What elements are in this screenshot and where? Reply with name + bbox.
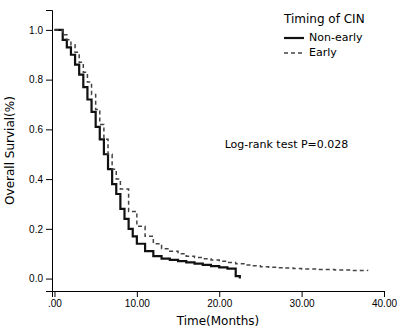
y-tick-mark (46, 80, 52, 81)
legend-entry: Early (309, 46, 337, 59)
x-axis-title: Time(Months) (176, 314, 260, 328)
y-tick: 0.2 (29, 224, 52, 235)
x-tick: 40.00 (372, 291, 397, 309)
y-tick: 0.4 (29, 174, 52, 185)
y-tick-mark (46, 229, 52, 230)
survival-line (54, 30, 367, 271)
x-tick-label: 20.00 (207, 298, 232, 309)
survival-line (54, 30, 239, 279)
x-tick-label: 40.00 (372, 298, 397, 309)
y-tick-label: 1.0 (29, 25, 43, 36)
chart: .00 10.00 20.00 30.00 40.00 0.0 0.2 0.4 0.6 0.8 1.… (0, 0, 400, 333)
y-tick: 0.6 (29, 124, 52, 135)
y-tick-label: 0.8 (29, 74, 43, 85)
legend: Timing of CIN Non-early Early (283, 12, 365, 59)
y-tick-mark (46, 179, 52, 180)
x-tick: 30.00 (290, 291, 315, 309)
legend-swatch (284, 37, 304, 39)
x-axis-line (53, 292, 385, 298)
y-tick-label: 0.0 (29, 273, 43, 284)
y-axis-line (46, 11, 53, 292)
x-tick-mark (219, 291, 220, 297)
x-axis: .00 10.00 20.00 30.00 40.00 (48, 291, 397, 309)
y-tick-label: 0.2 (29, 224, 43, 235)
y-tick-mark (46, 30, 52, 31)
y-axis-title: Overall Survial(%) (3, 96, 17, 205)
y-tick-mark (46, 279, 52, 280)
legend-entry: Non-early (309, 31, 363, 44)
x-tick-mark (302, 291, 303, 297)
annotation: Log-rank test P=0.028 (225, 138, 349, 151)
x-tick-mark (54, 291, 55, 297)
x-tick-label: 30.00 (290, 298, 315, 309)
y-tick: 0.8 (29, 74, 52, 85)
x-tick: 20.00 (207, 291, 232, 309)
x-tick-label: 10.00 (125, 298, 150, 309)
legend-swatch (284, 52, 304, 54)
y-tick: 1.0 (29, 25, 52, 36)
y-tick: 0.0 (29, 273, 52, 284)
legend-title: Timing of CIN (283, 12, 365, 26)
x-tick: .00 (48, 291, 62, 309)
x-tick: 10.00 (125, 291, 150, 309)
series-group (54, 30, 367, 279)
plot: .00 10.00 20.00 30.00 40.00 0.0 0.2 0.4 0.6 0.8 1.… (29, 11, 397, 310)
y-tick-label: 0.4 (29, 174, 43, 185)
x-tick-mark (137, 291, 138, 297)
y-tick-label: 0.6 (29, 124, 43, 135)
y-tick-mark (46, 129, 52, 130)
x-tick-label: .00 (48, 298, 62, 309)
x-tick-mark (384, 291, 385, 297)
y-axis: 0.0 0.2 0.4 0.6 0.8 1.0 (29, 11, 52, 292)
